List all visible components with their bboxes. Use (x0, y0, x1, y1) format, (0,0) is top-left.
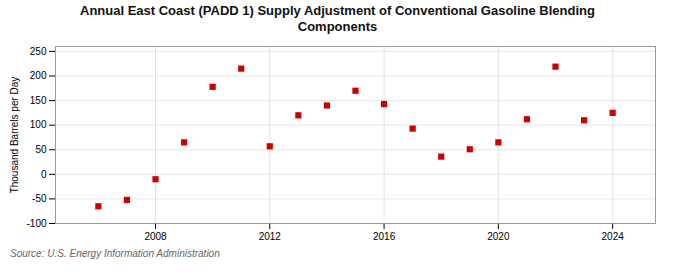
html-text:Annual East Coast (PADD 1) Sup: Annual East Coast (PADD 1) Supply Adjust… (80, 3, 595, 35)
svg-text:200: 200 (30, 70, 47, 81)
svg-text:2024: 2024 (602, 230, 625, 241)
svg-text:2008: 2008 (144, 230, 167, 241)
html-text:Source: U.S. Energy Informatio: Source: U.S. Energy Information Administ… (10, 247, 220, 259)
svg-text:150: 150 (30, 94, 47, 105)
svg-text:Thousand Barrels per Day: Thousand Barrels per Day (9, 76, 20, 193)
svg-text:2012: 2012 (259, 230, 282, 241)
svg-text:50: 50 (35, 143, 47, 154)
svg-text:2016: 2016 (373, 230, 396, 241)
svg-text:100: 100 (30, 119, 47, 130)
svg-text:-50: -50 (32, 193, 47, 204)
svg-text:250: 250 (30, 45, 47, 56)
svg-text:2020: 2020 (487, 230, 510, 241)
svg-text:0: 0 (41, 168, 47, 179)
svg-text:-100: -100 (26, 217, 46, 228)
